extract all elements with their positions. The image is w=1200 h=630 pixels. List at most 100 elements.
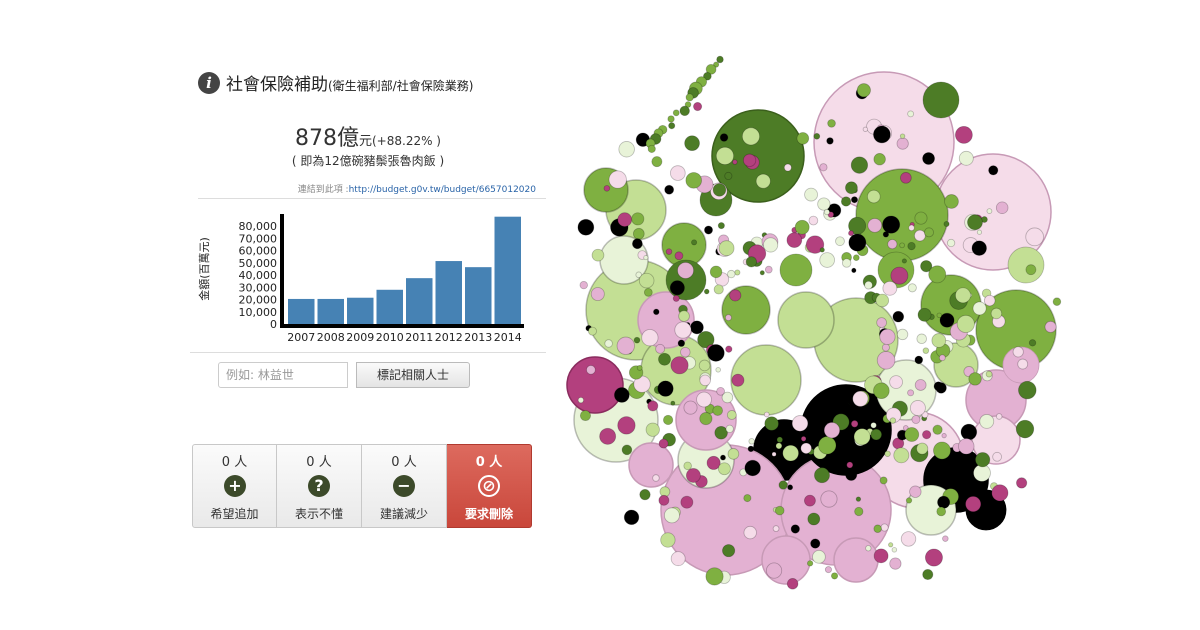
budget-bubble[interactable]	[827, 119, 836, 128]
budget-bubble[interactable]	[904, 427, 920, 442]
budget-bubble[interactable]	[928, 265, 947, 284]
budget-bubble[interactable]	[893, 447, 910, 464]
budget-bubble[interactable]	[907, 110, 915, 118]
budget-bubble[interactable]	[741, 127, 761, 146]
budget-bubble[interactable]	[938, 354, 946, 362]
budget-bubble[interactable]	[884, 450, 891, 457]
budget-bubble[interactable]	[873, 382, 890, 400]
budget-bubble[interactable]	[725, 424, 734, 434]
budget-bubble[interactable]	[680, 346, 691, 358]
budget-bubble[interactable]	[870, 428, 883, 441]
budget-bubble[interactable]	[914, 211, 928, 225]
budget-bubble[interactable]	[967, 214, 983, 231]
budget-bubble[interactable]	[588, 326, 597, 336]
budget-bubble[interactable]	[763, 237, 779, 253]
budget-bubble[interactable]	[683, 461, 692, 471]
budget-bubble[interactable]	[845, 181, 858, 195]
budget-bubble[interactable]	[875, 293, 890, 308]
budget-bubble[interactable]	[670, 165, 686, 181]
budget-bubble[interactable]	[922, 569, 934, 581]
budget-bubble[interactable]	[685, 172, 702, 189]
budget-bubble[interactable]	[771, 451, 777, 457]
budget-bubble[interactable]	[638, 272, 655, 289]
budget-bubble[interactable]	[680, 495, 694, 509]
budget-bubble[interactable]	[806, 560, 814, 567]
budget-bubble[interactable]	[968, 372, 982, 386]
budget-bubble[interactable]	[899, 242, 905, 249]
budget-bubble[interactable]	[716, 386, 725, 396]
budget-bubble[interactable]	[742, 153, 757, 167]
budget-bubble[interactable]	[931, 333, 947, 348]
budget-bubble[interactable]	[616, 336, 635, 355]
budget-bubble[interactable]	[823, 422, 841, 439]
budget-bubble[interactable]	[914, 379, 927, 391]
budget-bubble[interactable]	[672, 294, 680, 302]
budget-bubble[interactable]	[888, 542, 894, 548]
budget-bubble[interactable]	[719, 133, 729, 142]
budget-bubble[interactable]	[774, 505, 785, 516]
budget-bubble[interactable]	[643, 255, 649, 261]
budget-bubble[interactable]	[651, 156, 663, 168]
budget-bubble[interactable]	[697, 330, 715, 349]
budget-bubble[interactable]	[712, 405, 723, 416]
budget-bubble[interactable]	[937, 495, 951, 509]
budget-bubble[interactable]	[685, 93, 694, 102]
budget-bubble[interactable]	[1028, 339, 1037, 347]
budget-bubble[interactable]	[734, 269, 741, 276]
budget-bubble-chart[interactable]	[556, 40, 1076, 600]
budget-bubble[interactable]	[876, 351, 896, 370]
budget-bubble[interactable]	[670, 400, 676, 406]
budget-bubble[interactable]	[631, 212, 645, 226]
budget-bubble[interactable]	[876, 317, 887, 328]
budget-bubble[interactable]	[889, 375, 903, 389]
budget-bubble[interactable]	[944, 194, 959, 209]
budget-bubble[interactable]	[936, 312, 942, 319]
budget-bubble[interactable]	[900, 531, 917, 547]
budget-bubble[interactable]	[887, 239, 898, 250]
budget-bubble[interactable]	[603, 185, 611, 192]
budget-bubble[interactable]	[786, 232, 803, 248]
budget-bubble[interactable]	[911, 415, 921, 424]
budget-bubble[interactable]	[586, 365, 596, 375]
budget-bubble[interactable]	[704, 225, 713, 235]
budget-bubble[interactable]	[645, 422, 660, 437]
budget-bubble[interactable]	[705, 567, 724, 586]
budget-bubble[interactable]	[703, 71, 712, 81]
budget-bubble[interactable]	[677, 262, 694, 279]
budget-bubble[interactable]	[790, 524, 800, 534]
budget-bubble[interactable]	[971, 240, 987, 256]
budget-bubble[interactable]	[879, 328, 896, 345]
budget-bubble[interactable]	[633, 375, 651, 393]
budget-bubble[interactable]	[743, 525, 757, 540]
budget-bubble[interactable]	[817, 197, 831, 211]
budget-bubble[interactable]	[889, 417, 897, 424]
budget-bubble[interactable]	[707, 344, 725, 362]
budget-bubble[interactable]	[1018, 380, 1037, 400]
budget-bubble[interactable]	[862, 126, 869, 132]
budget-bubble[interactable]	[924, 227, 934, 238]
budget-bubble[interactable]	[958, 150, 974, 166]
budget-bubble[interactable]	[882, 215, 901, 234]
budget-bubble[interactable]	[995, 413, 1003, 420]
budget-bubble[interactable]	[826, 137, 834, 145]
budget-bubble[interactable]	[658, 438, 669, 449]
budget-bubble[interactable]	[674, 321, 692, 339]
budget-bubble[interactable]	[693, 102, 703, 112]
budget-bubble[interactable]	[917, 307, 932, 322]
budget-bubble[interactable]	[747, 445, 755, 453]
budget-bubble[interactable]	[636, 364, 643, 371]
budget-bubble[interactable]	[722, 544, 736, 558]
budget-bubble[interactable]	[652, 474, 660, 482]
budget-bubble[interactable]	[1025, 264, 1037, 276]
budget-bubble[interactable]	[819, 163, 828, 172]
budget-bubble[interactable]	[804, 494, 816, 507]
budget-bubble[interactable]	[628, 442, 674, 488]
budget-bubble[interactable]	[691, 239, 698, 246]
budget-bubble[interactable]	[800, 442, 812, 455]
budget-bubble[interactable]	[699, 374, 711, 387]
budget-bubble[interactable]	[956, 314, 975, 333]
budget-bubble[interactable]	[684, 135, 700, 152]
budget-bubble[interactable]	[685, 468, 701, 483]
budget-bubble[interactable]	[696, 391, 712, 408]
budget-bubble[interactable]	[721, 285, 771, 335]
